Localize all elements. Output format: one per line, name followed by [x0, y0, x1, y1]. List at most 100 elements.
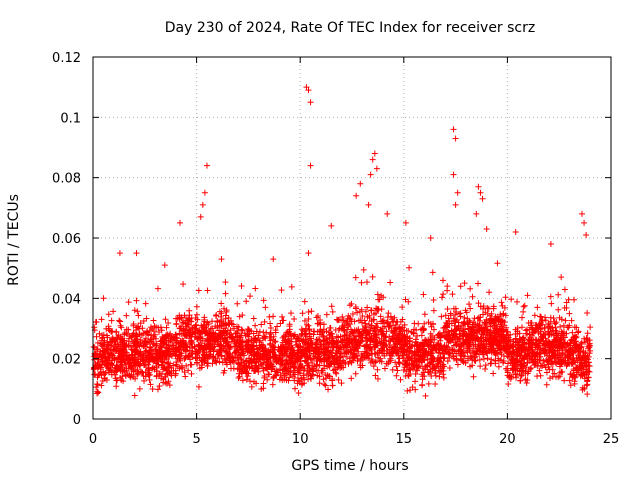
roti-point [368, 322, 375, 329]
roti-point [477, 314, 484, 321]
roti-point [391, 325, 398, 332]
roti-point [257, 360, 264, 367]
roti-point [469, 362, 476, 369]
roti-point [484, 355, 491, 362]
y-tick-labels: 0 0.02 0.04 0.06 0.08 0.1 0.12 [52, 51, 81, 428]
roti-point [372, 350, 379, 357]
roti-point [96, 371, 103, 378]
roti-point [550, 348, 557, 355]
roti-point [269, 365, 276, 372]
roti-point [444, 344, 451, 351]
roti-point [527, 322, 534, 329]
roti-point [427, 351, 434, 358]
roti-point [237, 332, 244, 339]
roti-point [91, 324, 98, 331]
roti-point [128, 363, 135, 370]
roti-point [479, 351, 486, 358]
roti-point [271, 368, 278, 375]
roti-point [450, 171, 457, 178]
roti-point [495, 363, 502, 370]
roti-point [512, 228, 519, 235]
roti-point [419, 327, 426, 334]
roti-point [351, 347, 358, 354]
roti-point [395, 350, 402, 357]
roti-point [329, 347, 336, 354]
roti-point [323, 375, 330, 382]
roti-point [142, 335, 149, 342]
x-tick-label: 0 [89, 432, 97, 447]
roti-point [278, 287, 285, 294]
roti-point [514, 346, 521, 353]
roti-point [114, 362, 121, 369]
roti-point [438, 332, 445, 339]
roti-point [136, 325, 143, 332]
roti-point [198, 357, 205, 364]
roti-point [381, 350, 388, 357]
roti-point [167, 337, 174, 344]
roti-point [105, 341, 112, 348]
roti-point [116, 250, 123, 257]
roti-point [262, 346, 269, 353]
roti-point [363, 338, 370, 345]
roti-point [348, 375, 355, 382]
roti-point [124, 352, 131, 359]
roti-point [105, 311, 112, 318]
roti-point [406, 264, 413, 271]
roti-point [130, 330, 137, 337]
roti-point [244, 373, 251, 380]
roti-point [352, 338, 359, 345]
roti-point [328, 222, 335, 229]
roti-point [150, 317, 157, 324]
roti-point [310, 354, 317, 361]
roti-point [294, 349, 301, 356]
roti-point [559, 369, 566, 376]
roti-point [156, 346, 163, 353]
roti-point [229, 358, 236, 365]
roti-point [448, 327, 455, 334]
roti-point [270, 373, 277, 380]
roti-point [130, 321, 137, 328]
roti-point [270, 256, 277, 263]
x-tick-label: 15 [396, 432, 413, 447]
roti-point [305, 315, 312, 322]
roti-point [481, 320, 488, 327]
roti-point [378, 340, 385, 347]
roti-point [133, 297, 140, 304]
roti-point [429, 269, 436, 276]
roti-point [512, 326, 519, 333]
roti-point [288, 363, 295, 370]
roti-point [137, 320, 144, 327]
roti-point [418, 332, 425, 339]
roti-point [221, 357, 228, 364]
roti-point [315, 348, 322, 355]
roti-point [203, 322, 210, 329]
roti-point [105, 325, 112, 332]
roti-point [467, 319, 474, 326]
roti-point [301, 331, 308, 338]
roti-point [371, 344, 378, 351]
roti-point [316, 319, 323, 326]
roti-point [327, 324, 334, 331]
roti-point [363, 279, 370, 286]
x-tick-label: 10 [292, 432, 309, 447]
roti-point [399, 340, 406, 347]
roti-point [205, 328, 212, 335]
roti-point [286, 353, 293, 360]
roti-point [128, 346, 135, 353]
roti-point [134, 371, 141, 378]
roti-point [523, 380, 530, 387]
roti-point [443, 343, 450, 350]
roti-point [460, 358, 467, 365]
roti-point [427, 366, 434, 373]
roti-point [94, 374, 101, 381]
axis-ticks [92, 56, 612, 420]
roti-point [440, 291, 447, 298]
roti-point [583, 231, 590, 238]
roti-point [210, 347, 217, 354]
roti-point [568, 317, 575, 324]
roti-point [357, 362, 364, 369]
roti-point [333, 350, 340, 357]
roti-point [400, 346, 407, 353]
roti-point [333, 344, 340, 351]
